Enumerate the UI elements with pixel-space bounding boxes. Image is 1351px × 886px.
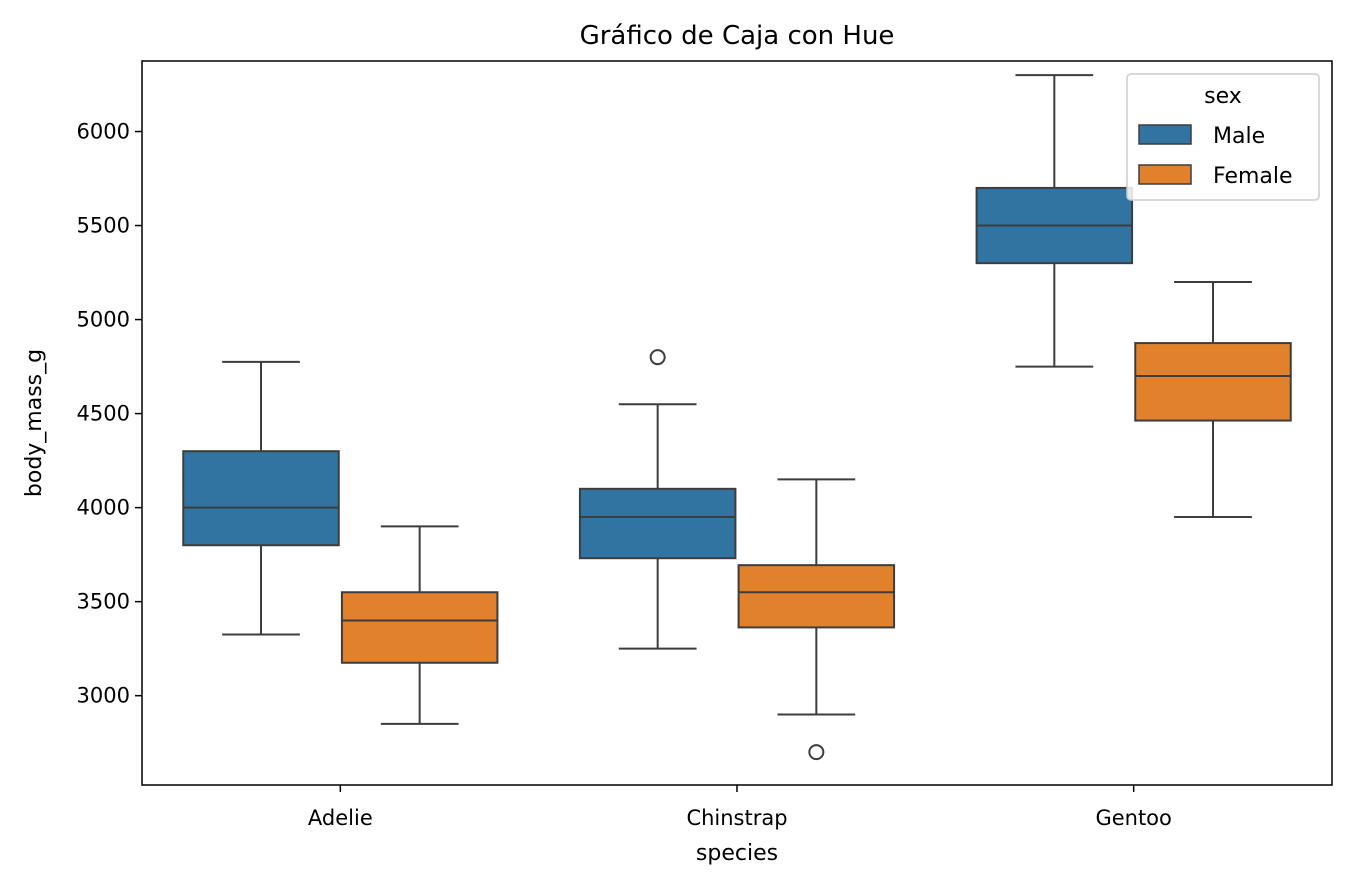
box-chinstrap-female-flier-0 bbox=[808, 744, 825, 761]
box-chinstrap-male-iqr bbox=[578, 487, 737, 560]
plot-frame bbox=[141, 60, 1333, 786]
box-chinstrap-male-flier-0 bbox=[649, 349, 666, 366]
x-axis-label: species bbox=[696, 841, 778, 866]
x-tick-label-adelie: Adelie bbox=[308, 806, 373, 830]
box-chinstrap-female-iqr bbox=[737, 564, 896, 629]
legend-entry-male: Male bbox=[1213, 124, 1265, 149]
x-tick-label-gentoo: Gentoo bbox=[1095, 806, 1171, 830]
y-tick-label-6000: 6000 bbox=[77, 120, 130, 144]
box-chinstrap-female bbox=[737, 478, 896, 761]
y-axis: 3000 3500 4000 4500 5000 5500 6000 bbox=[77, 120, 142, 708]
y-tick-label-3500: 3500 bbox=[77, 590, 130, 614]
legend-entry-female: Female bbox=[1213, 164, 1293, 189]
y-tick-label-5500: 5500 bbox=[77, 214, 130, 238]
box-chinstrap-male bbox=[578, 349, 737, 650]
box-adelie-male bbox=[182, 360, 340, 636]
box-gentoo-male bbox=[975, 74, 1134, 368]
y-tick-label-3000: 3000 bbox=[77, 684, 130, 708]
y-axis-label: body_mass_g bbox=[22, 349, 47, 497]
x-axis: Adelie Chinstrap Gentoo bbox=[308, 785, 1172, 830]
y-tick-label-5000: 5000 bbox=[77, 308, 130, 332]
y-tick-label-4500: 4500 bbox=[77, 402, 130, 426]
box-gentoo-female bbox=[1134, 280, 1292, 519]
x-tick-label-chinstrap: Chinstrap bbox=[686, 806, 787, 830]
legend: sex Male Female bbox=[1126, 73, 1320, 201]
box-adelie-female bbox=[340, 525, 499, 725]
legend-swatch-male bbox=[1138, 124, 1192, 145]
box-adelie-male-iqr bbox=[182, 450, 340, 547]
legend-title: sex bbox=[1204, 84, 1242, 109]
plot-marks bbox=[182, 74, 1292, 761]
chart-title: Gráfico de Caja con Hue bbox=[580, 21, 895, 51]
legend-swatch-female bbox=[1138, 164, 1192, 185]
box-adelie-female-iqr bbox=[340, 591, 499, 664]
y-tick-label-4000: 4000 bbox=[77, 496, 130, 520]
box-gentoo-female-iqr bbox=[1134, 342, 1292, 422]
